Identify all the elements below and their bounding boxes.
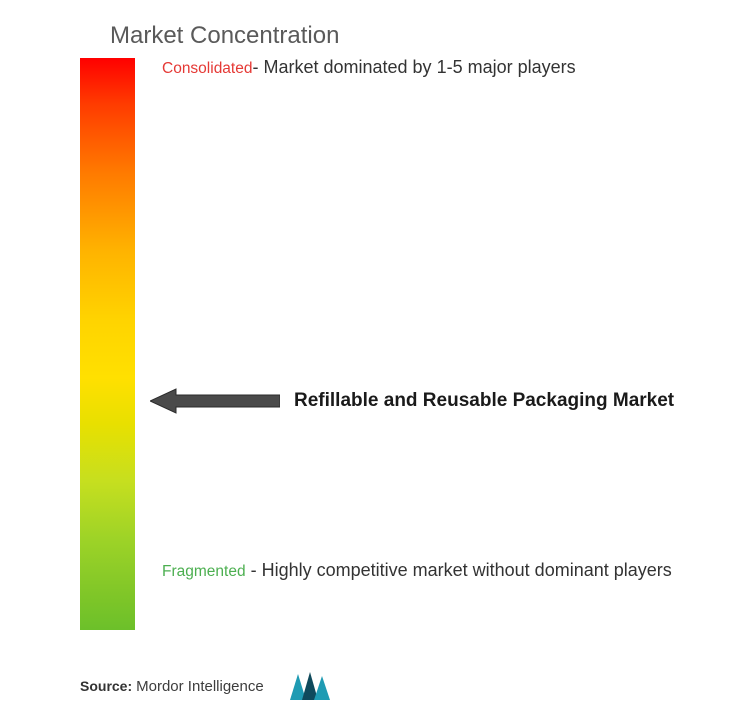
concentration-gradient-bar <box>80 58 135 630</box>
page-root: Market Concentration Consolidated- Marke… <box>0 0 739 720</box>
fragmented-label: Fragmented - Highly competitive market w… <box>162 557 679 585</box>
source-row: Source: Mordor Intelligence <box>80 670 332 702</box>
market-pointer: Refillable and Reusable Packaging Market <box>150 387 710 415</box>
arrow-left-icon <box>150 387 280 415</box>
market-pointer-label: Refillable and Reusable Packaging Market <box>294 390 674 412</box>
fragmented-desc: - Highly competitive market without domi… <box>246 560 672 580</box>
page-title: Market Concentration <box>110 22 339 50</box>
mordor-logo-icon <box>288 670 332 702</box>
source-key: Source: <box>80 678 132 694</box>
consolidated-desc: - Market dominated by 1-5 major players <box>252 57 575 77</box>
source-value: Mordor Intelligence <box>136 678 264 695</box>
fragmented-key: Fragmented <box>162 563 246 580</box>
consolidated-label: Consolidated- Market dominated by 1-5 ma… <box>162 56 709 79</box>
consolidated-key: Consolidated <box>162 60 252 77</box>
